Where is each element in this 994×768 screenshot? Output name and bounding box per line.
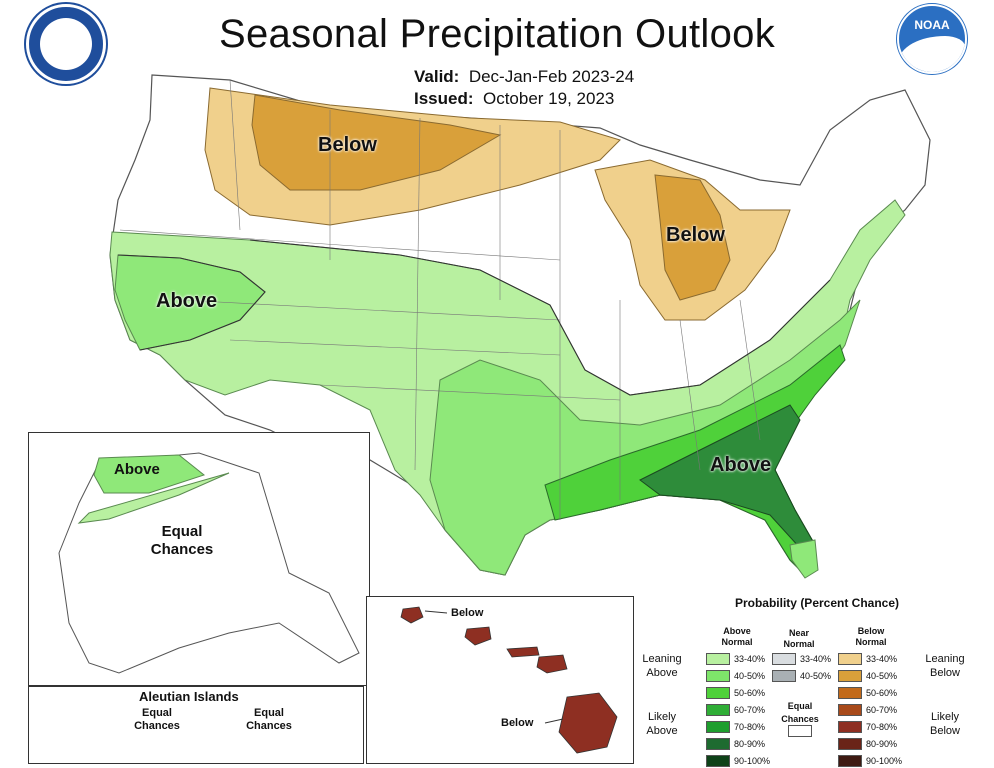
noaa-logo-text: NOAA: [914, 18, 950, 32]
legend-label-above-2: 50-60%: [734, 688, 766, 698]
above-60-70: [639, 404, 816, 549]
label-aleutian-equal-2: Equal Chances: [246, 707, 292, 732]
legend-likely-above: Likely Above: [646, 711, 678, 737]
legend-swatch-above-3: [706, 704, 730, 716]
legend-col-above: Above Normal: [721, 626, 753, 647]
label-aleutian-equal-1: Equal Chances: [134, 707, 180, 732]
legend-label-below-0: 33-40%: [866, 654, 898, 664]
hawaii-leader-2: [544, 718, 564, 724]
label-hawaii-below-1: Below: [451, 607, 484, 619]
legend-swatch-above-4: [706, 721, 730, 733]
label-west-above: Above: [156, 290, 218, 312]
contour-lines: [117, 239, 831, 396]
hawaii-island-kauai: [400, 606, 424, 624]
hawaii-island-molokai: [506, 646, 540, 658]
legend-label-above-1: 40-50%: [734, 671, 766, 681]
legend-swatch-near-0: [772, 653, 796, 665]
legend-swatch-above-6: [706, 755, 730, 767]
commerce-seal-logo: [26, 4, 106, 84]
hawaii-map: [400, 606, 618, 754]
legend-label-above-5: 80-90%: [734, 739, 766, 749]
legend-swatch-above-2: [706, 687, 730, 699]
legend-swatch-below-4: [838, 721, 862, 733]
legend-label-above-3: 60-70%: [734, 705, 766, 715]
label-north-below: Below: [318, 134, 377, 156]
legend-swatch-above-5: [706, 738, 730, 750]
legend-label-below-6: 90-100%: [866, 756, 903, 766]
legend-swatch-below-6: [838, 755, 862, 767]
issued-value: October 19, 2023: [482, 89, 615, 108]
north-below-40-50: [251, 94, 502, 191]
florida-tip-40-50: [789, 539, 819, 579]
legend-label-below-4: 70-80%: [866, 722, 898, 732]
legend-label-near-0: 33-40%: [800, 654, 832, 664]
label-southeast-above: Above: [710, 454, 772, 476]
legend-swatch-near-1: [772, 670, 796, 682]
legend-swatch-below-5: [838, 738, 862, 750]
label-alaska-equal: Equal Chances: [150, 523, 214, 558]
alaska-map: [58, 452, 360, 674]
legend-label-above-6: 90-100%: [734, 756, 771, 766]
alaska-above-33-40: [77, 472, 230, 524]
valid-value: Dec-Jan-Feb 2023-24: [468, 67, 635, 86]
label-alaska-above: Above: [114, 461, 160, 478]
hawaii-leader-1: [424, 610, 448, 614]
noaa-logo: NOAA: [897, 4, 967, 74]
legend-swatch-above-0: [706, 653, 730, 665]
legend-leaning-above: Leaning Above: [642, 653, 682, 679]
alaska-inset: Above Equal Chances: [28, 432, 370, 686]
legend-swatch-above-1: [706, 670, 730, 682]
valid-label: Valid:: [414, 67, 460, 86]
legend-swatch-below-2: [838, 687, 862, 699]
valid-issued-block: Valid: Dec-Jan-Feb 2023-24 Issued: Octob…: [414, 66, 634, 110]
legend-label-below-3: 60-70%: [866, 705, 898, 715]
legend-equal-swatch: [788, 725, 812, 737]
legend-likely-below: Likely Below: [930, 711, 960, 737]
legend-label-near-1: 40-50%: [800, 671, 832, 681]
label-hawaii-below-2: Below: [501, 717, 534, 729]
hawaii-island-maui: [536, 654, 568, 674]
alaska-above-40-50: [93, 454, 206, 494]
legend-label-above-4: 70-80%: [734, 722, 766, 732]
legend-label-below-1: 40-50%: [866, 671, 898, 681]
label-greatlakes-below: Below: [666, 224, 725, 246]
legend-swatch-below-3: [838, 704, 862, 716]
legend-swatch-below-1: [838, 670, 862, 682]
legend-leaning-below: Leaning Below: [925, 653, 965, 679]
legend-label-below-5: 80-90%: [866, 739, 898, 749]
greatlakes-below-40-50: [654, 174, 731, 301]
legend-title: Probability (Percent Chance): [734, 596, 900, 610]
hawaii-inset: Below Below: [366, 596, 634, 764]
hawaii-island-oahu: [464, 626, 492, 646]
legend-label-below-2: 50-60%: [866, 688, 898, 698]
state-boundaries: [119, 79, 761, 520]
aleutian-inset: Aleutian Islands Equal Chances Equal Cha…: [28, 686, 364, 764]
hawaii-island-big: [558, 692, 618, 754]
label-aleutian-title: Aleutian Islands: [139, 689, 239, 704]
legend-col-near: Near Normal: [783, 628, 815, 649]
legend-label-above-0: 33-40%: [734, 654, 766, 664]
legend-equal-chances: Equal Chances: [781, 701, 819, 724]
legend-swatch-below-0: [838, 653, 862, 665]
issued-label: Issued:: [414, 89, 474, 108]
legend-col-below: Below Normal: [855, 626, 887, 647]
page-title: Seasonal Precipitation Outlook: [219, 12, 775, 56]
